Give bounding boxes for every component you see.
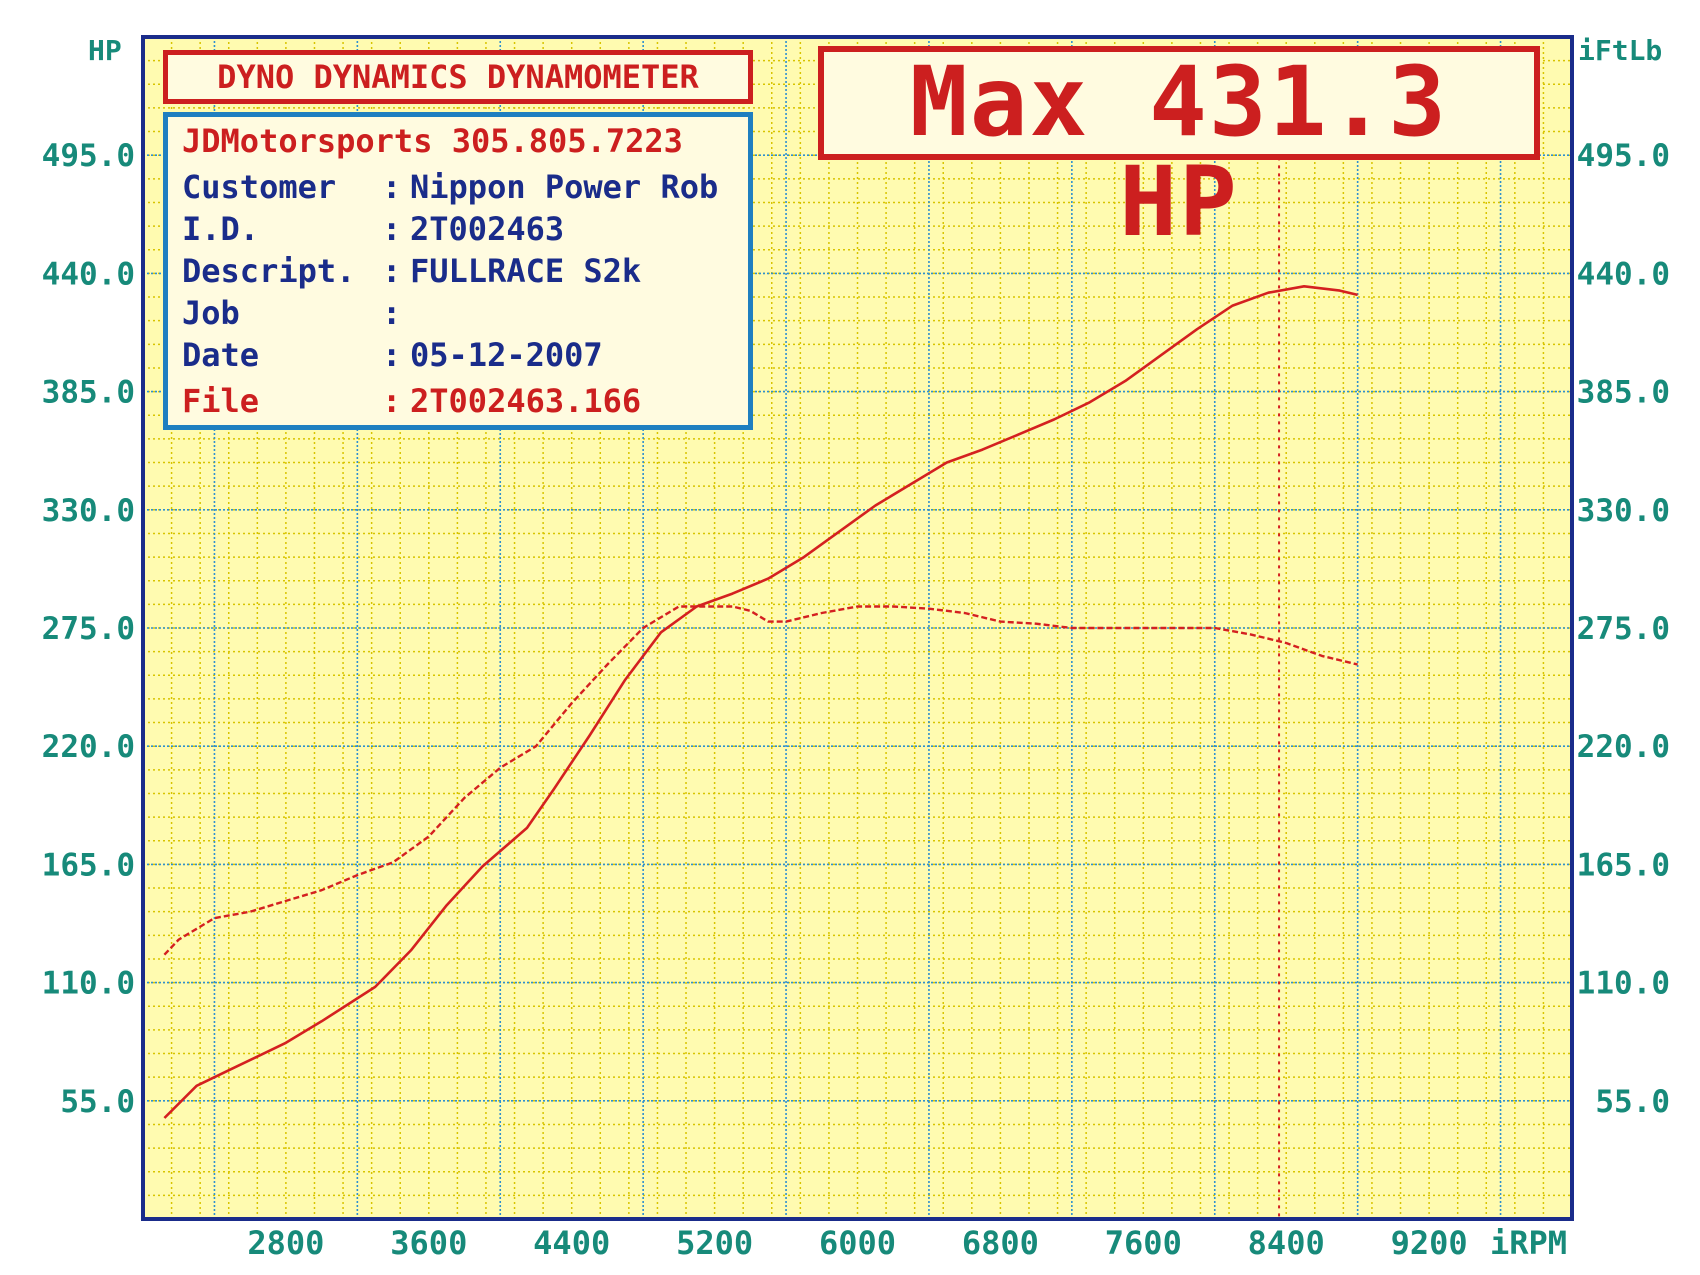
y-tick-label-left: 495.0 <box>42 138 135 174</box>
info-row-descript: Descript.: FULLRACE S2k <box>182 251 641 291</box>
info-row-job: Job: <box>182 293 410 333</box>
info-colon: : <box>382 336 402 374</box>
y-tick-label-left: 110.0 <box>42 966 135 1002</box>
run-info-panel: JDMotorsports 305.805.7223 Customer: Nipp… <box>163 112 753 430</box>
y-tick-label-right: 55.0 <box>1595 1084 1670 1120</box>
info-value: 05-12-2007 <box>410 336 603 374</box>
info-colon: : <box>382 210 402 248</box>
x-tick-label: 6800 <box>962 1224 1039 1262</box>
info-label: I.D. <box>182 210 260 248</box>
dyno-title: DYNO DYNAMICS DYNAMOMETER <box>163 50 753 104</box>
y-tick-label-right: 385.0 <box>1577 375 1670 411</box>
y-tick-label-left: 440.0 <box>42 256 135 292</box>
dyno-curves <box>163 285 1358 1119</box>
info-colon: : <box>382 168 402 206</box>
info-row-date: Date:05-12-2007 <box>182 335 603 375</box>
info-row-id: I.D.:2T002463 <box>182 209 564 249</box>
x-tick-labels: 2800 3600 4400 5200 6000 6800 7600 8400 9200 <box>247 1224 1467 1262</box>
info-label: Descript. <box>182 252 356 290</box>
info-label: Customer <box>182 168 337 206</box>
info-row-file: File:2T002463.166 <box>182 381 641 421</box>
info-colon: : <box>382 294 402 332</box>
y-tick-label-right: 330.0 <box>1577 493 1670 529</box>
left-axis-unit: HP <box>88 34 122 67</box>
x-tick-label: 5200 <box>676 1224 753 1262</box>
info-row-customer: Customer: Nippon Power Rob <box>182 167 718 207</box>
y-tick-label-right: 440.0 <box>1577 256 1670 292</box>
info-value: FULLRACE S2k <box>410 252 642 290</box>
x-axis-unit: iRPM <box>1490 1224 1567 1262</box>
info-value: 2T002463.166 <box>410 382 642 420</box>
power-curve <box>163 285 1358 1119</box>
y-tick-label-left: 330.0 <box>42 493 135 529</box>
info-value: Nippon Power Rob <box>410 168 719 206</box>
y-tick-label-right: 495.0 <box>1577 138 1670 174</box>
info-value: 2T002463 <box>410 210 565 248</box>
right-y-tick-labels: 55.0 110.0 165.0 220.0 275.0 330.0 385.0 440.0 4… <box>1577 138 1670 1120</box>
right-axis-unit: iFtLb <box>1578 34 1662 67</box>
x-tick-label: 3600 <box>390 1224 467 1262</box>
x-tick-label: 9200 <box>1391 1224 1468 1262</box>
info-colon: : <box>382 382 402 420</box>
y-tick-label-right: 165.0 <box>1577 847 1670 883</box>
y-tick-label-left: 55.0 <box>60 1084 135 1120</box>
info-label: Job <box>182 294 240 332</box>
left-y-tick-labels: 55.0 110.0 165.0 220.0 275.0 330.0 385.0 440.0 4… <box>42 138 135 1120</box>
x-tick-label: 4400 <box>533 1224 610 1262</box>
y-tick-label-right: 110.0 <box>1577 966 1670 1002</box>
shop-name: JDMotorsports 305.805.7223 <box>182 122 683 160</box>
plot-frame <box>141 35 1574 1221</box>
max-power-readout: Max 431.3 HP <box>818 46 1540 252</box>
info-colon: : <box>382 252 402 290</box>
y-tick-label-right: 275.0 <box>1577 611 1670 647</box>
y-tick-label-left: 275.0 <box>42 611 135 647</box>
x-tick-label: 2800 <box>247 1224 324 1262</box>
x-tick-label: 6000 <box>819 1224 896 1262</box>
y-tick-label-left: 385.0 <box>42 375 135 411</box>
info-label: File <box>182 382 260 420</box>
y-tick-label-right: 220.0 <box>1577 729 1670 765</box>
y-tick-label-left: 165.0 <box>42 847 135 883</box>
y-tick-label-left: 220.0 <box>42 729 135 765</box>
x-tick-label: 7600 <box>1105 1224 1182 1262</box>
torque-curve <box>163 605 1358 956</box>
x-tick-label: 8400 <box>1248 1224 1325 1262</box>
info-label: Date <box>182 336 260 374</box>
